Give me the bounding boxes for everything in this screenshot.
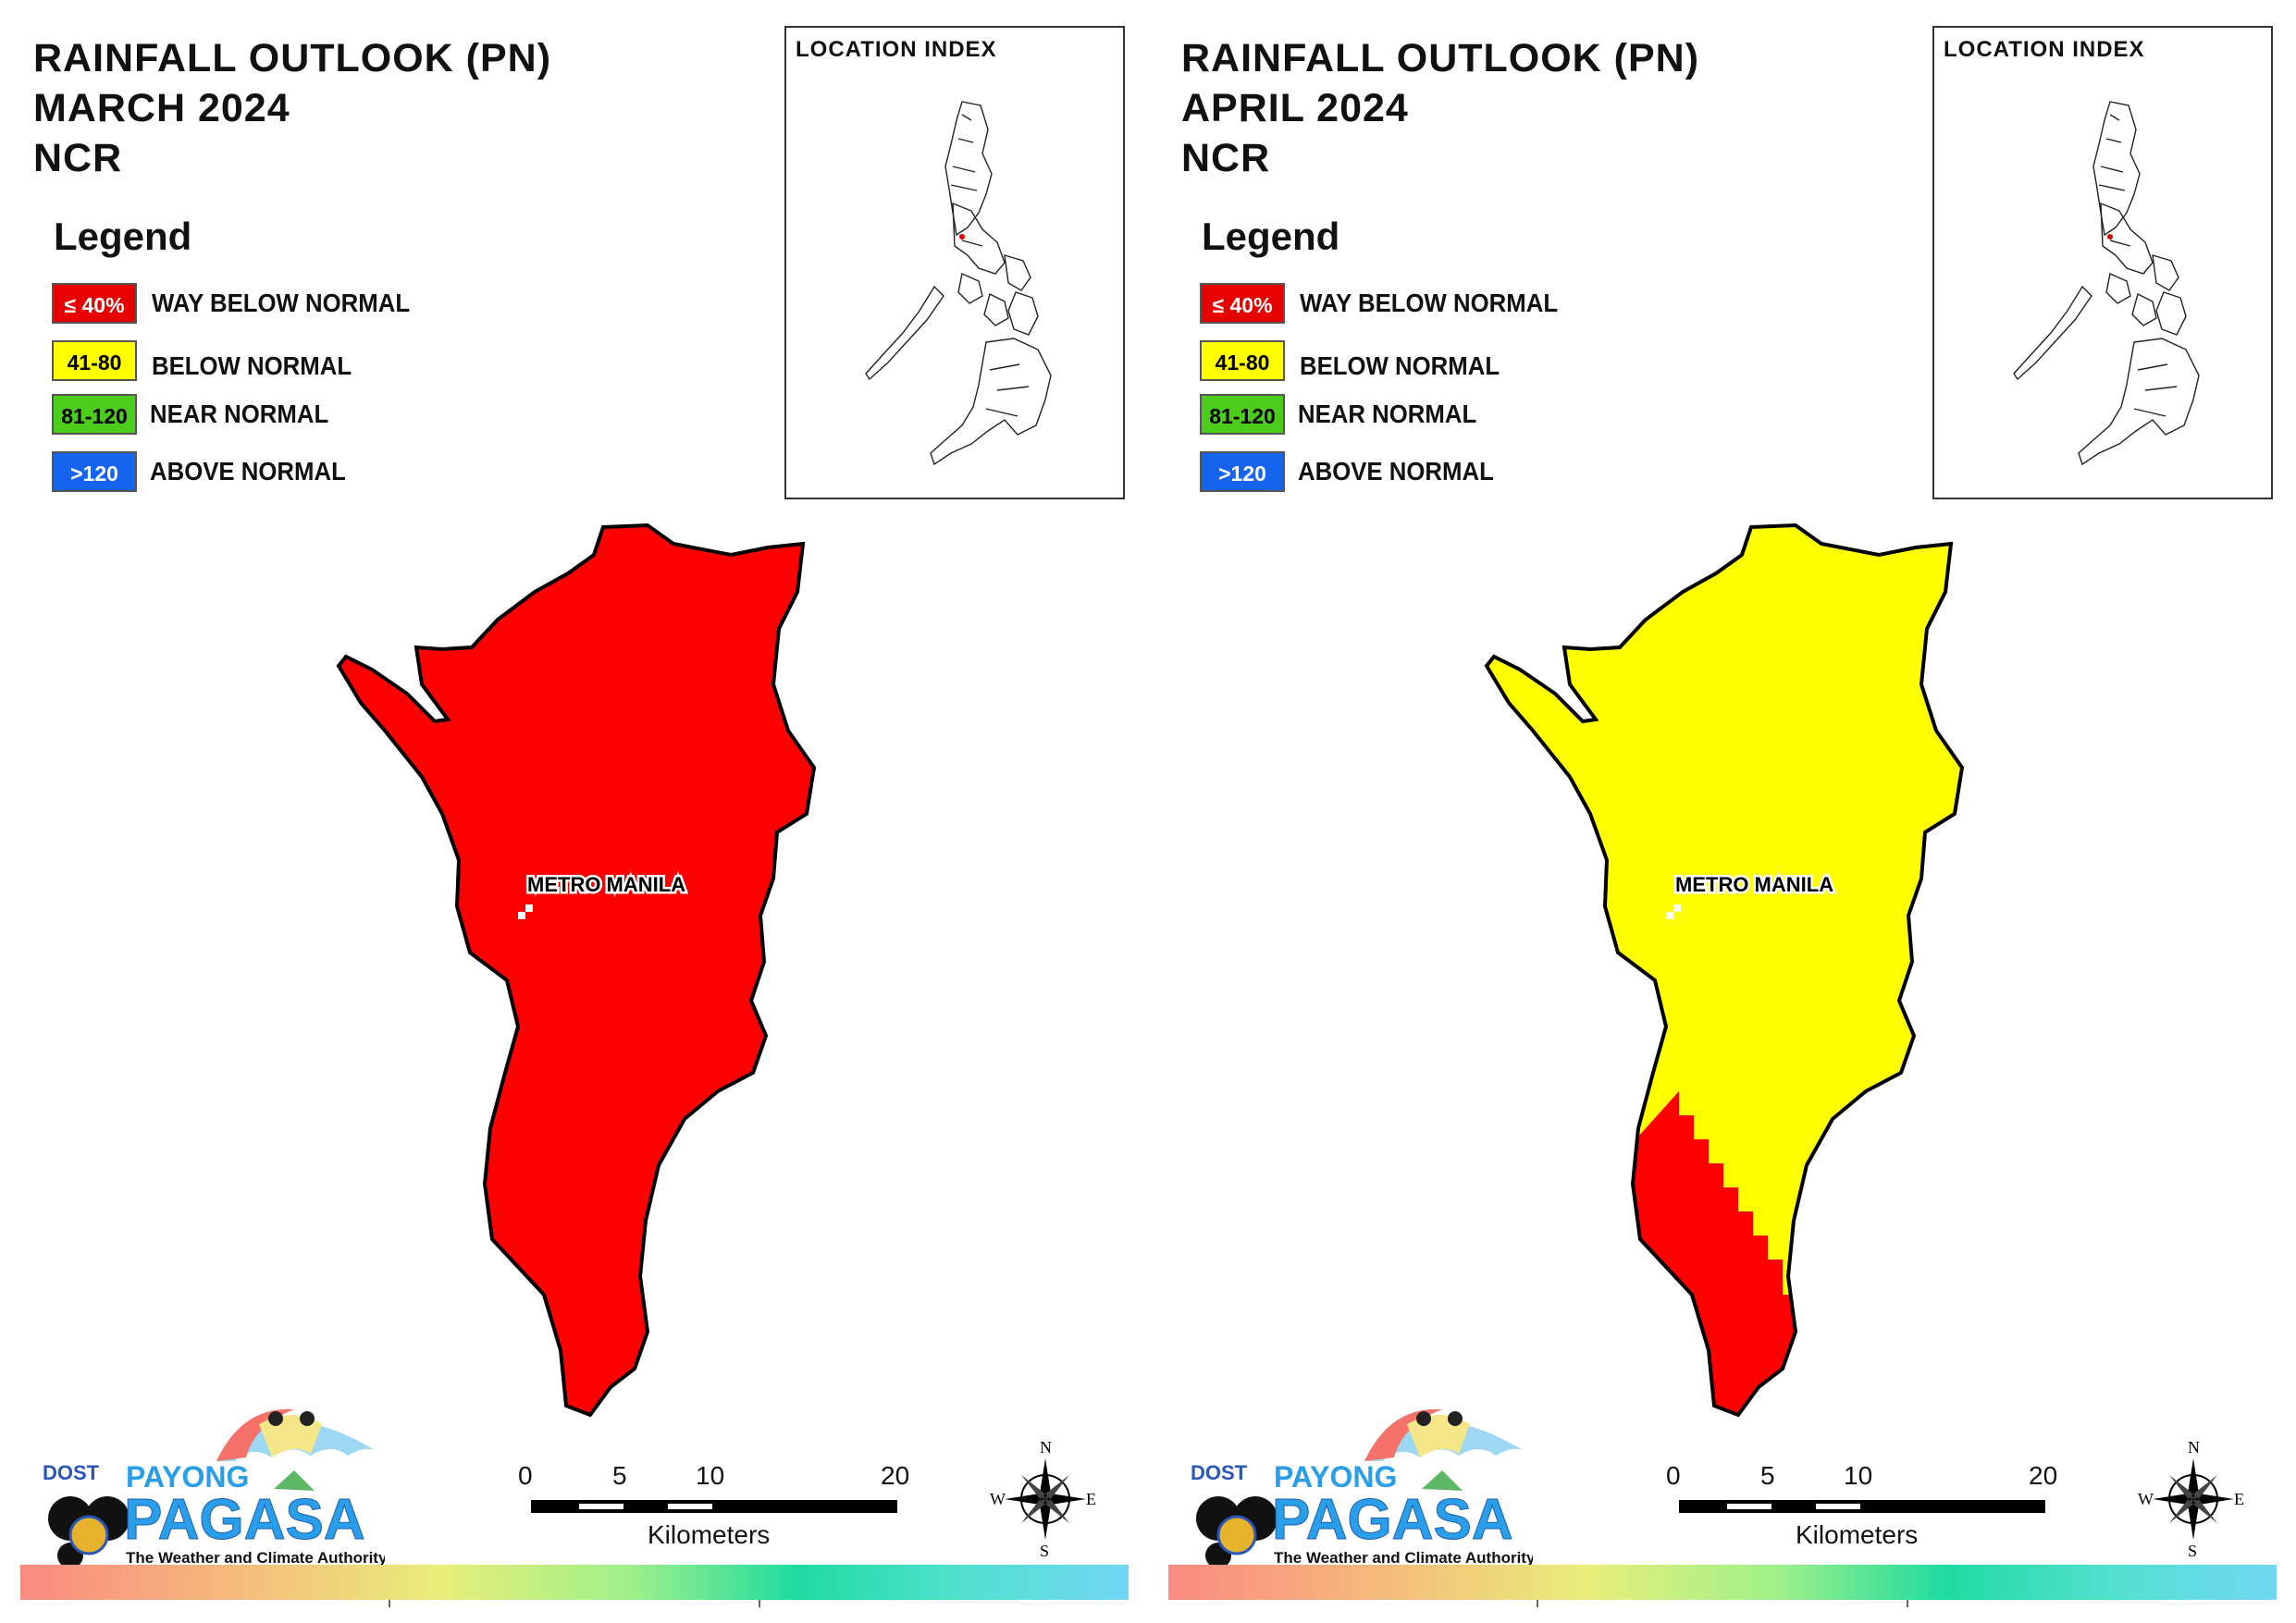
- legend-swatch: 41-80: [1200, 340, 1285, 381]
- ncr-region-shape: [1487, 525, 1962, 1415]
- pagasa-logo: DOST PAYONG PAGASA The Weather and Clima…: [33, 1387, 388, 1572]
- ncr-rainfall-map: METRO MANILA: [336, 523, 817, 1418]
- legend-label: NEAR NORMAL: [150, 400, 329, 428]
- scale-bar: 0 5 10 20 Kilometers: [1666, 1461, 2073, 1563]
- pixel-gap: [1673, 904, 1681, 912]
- scale-bar-graphic: [1679, 1500, 2045, 1513]
- legend-swatch: ≤ 40%: [1200, 283, 1285, 324]
- location-index-title: LOCATION INDEX: [796, 37, 997, 62]
- compass-w: W: [990, 1490, 1006, 1508]
- scale-tick-label: 0: [518, 1461, 533, 1490]
- legend-label: BELOW NORMAL: [152, 351, 352, 380]
- compass-rose-icon: N S E W: [990, 1438, 1101, 1560]
- compass-w: W: [2138, 1490, 2154, 1508]
- ncr-rainfall-map: METRO MANILA: [1484, 523, 1965, 1418]
- map-label-metro-manila: METRO MANILA: [1675, 873, 1833, 896]
- scale-tick-label: 5: [1760, 1461, 1775, 1490]
- scale-tick-label: 20: [2029, 1461, 2058, 1490]
- legend-title: Legend: [54, 215, 192, 258]
- philippines-outline-map: [2013, 101, 2200, 466]
- legend-label: BELOW NORMAL: [1300, 351, 1500, 380]
- title-line-1: RAINFALL OUTLOOK (PN): [1181, 36, 1700, 80]
- location-index-box: LOCATION INDEX: [784, 26, 1125, 499]
- scale-unit: Kilometers: [1796, 1520, 1919, 1549]
- logo-pagasa: PAGASA: [1272, 1488, 1513, 1552]
- gradient-tick: [1537, 1600, 1538, 1607]
- compass-s: S: [2188, 1542, 2197, 1558]
- ncr-region-outline: [1484, 523, 1965, 1418]
- legend-swatch: >120: [52, 451, 137, 492]
- gradient-tick: [389, 1600, 390, 1607]
- legend-swatch: 81-120: [1200, 394, 1285, 435]
- scale-unit: Kilometers: [648, 1520, 771, 1549]
- legend-label: ABOVE NORMAL: [1298, 457, 1494, 486]
- compass-n: N: [1040, 1438, 1052, 1457]
- legend-swatch: >120: [1200, 451, 1285, 492]
- logo-payong: PAYONG: [1274, 1460, 1397, 1494]
- gradient-tick: [1907, 1600, 1908, 1607]
- title-line-3: NCR: [33, 136, 123, 180]
- legend-label: WAY BELOW NORMAL: [152, 289, 411, 317]
- compass-n: N: [2188, 1438, 2200, 1457]
- compass-graphic: N S E W: [990, 1438, 1096, 1560]
- panel-title: RAINFALL OUTLOOK (PN) MARCH 2024 NCR: [33, 33, 551, 183]
- logo-graphic: DOST PAYONG PAGASA The Weather and Clima…: [43, 1408, 388, 1568]
- gradient-tick: [759, 1600, 760, 1607]
- logo-dost: DOST: [1191, 1461, 1248, 1484]
- legend-label: NEAR NORMAL: [1298, 400, 1477, 428]
- logo-tagline: The Weather and Climate Authority: [126, 1549, 385, 1567]
- scale-bar-graphic: [531, 1500, 897, 1513]
- footer-gradient-bar: [20, 1565, 1129, 1607]
- panel-march: RAINFALL OUTLOOK (PN) MARCH 2024 NCR Leg…: [20, 26, 1129, 1607]
- compass-e: E: [2234, 1490, 2244, 1508]
- logo-graphic: DOST PAYONG PAGASA The Weather and Clima…: [1191, 1408, 1536, 1568]
- legend-swatch: 81-120: [52, 394, 137, 435]
- ncr-marker: [959, 234, 965, 240]
- title-line-3: NCR: [1181, 136, 1271, 180]
- logo-dost: DOST: [43, 1461, 100, 1484]
- scale-tick-label: 5: [612, 1461, 627, 1490]
- legend-title: Legend: [1202, 215, 1340, 258]
- logo-pagasa: PAGASA: [124, 1488, 365, 1552]
- compass-graphic: N S E W: [2138, 1438, 2244, 1560]
- title-line-2: MARCH 2024: [33, 86, 290, 130]
- scale-bar: 0 5 10 20 Kilometers: [518, 1461, 925, 1563]
- scale-tick-label: 20: [881, 1461, 910, 1490]
- map-label-metro-manila: METRO MANILA: [527, 873, 685, 896]
- philippines-outline-map: [865, 101, 1052, 466]
- location-index-box: LOCATION INDEX: [1932, 26, 2273, 499]
- ncr-region-shape: [336, 523, 817, 1418]
- pixel-gap: [1666, 912, 1673, 919]
- scale-tick-label: 10: [1844, 1461, 1873, 1490]
- pagasa-logo: DOST PAYONG PAGASA The Weather and Clima…: [1181, 1387, 1536, 1572]
- scale-tick-label: 0: [1666, 1461, 1681, 1490]
- compass-s: S: [1040, 1542, 1049, 1558]
- compass-rose-icon: N S E W: [2138, 1438, 2249, 1560]
- legend-label: ABOVE NORMAL: [150, 457, 346, 486]
- scale-tick-label: 10: [696, 1461, 725, 1490]
- footer-gradient-bar: [1168, 1565, 2277, 1607]
- ncr-marker: [2107, 234, 2113, 240]
- panel-title: RAINFALL OUTLOOK (PN) APRIL 2024 NCR: [1181, 33, 1699, 183]
- pixel-gap: [518, 912, 525, 919]
- title-line-2: APRIL 2024: [1181, 86, 1409, 130]
- legend-swatch: 41-80: [52, 340, 137, 381]
- legend-label: WAY BELOW NORMAL: [1300, 289, 1559, 317]
- compass-e: E: [1086, 1490, 1096, 1508]
- title-line-1: RAINFALL OUTLOOK (PN): [33, 36, 552, 80]
- pixel-gap: [525, 904, 533, 912]
- panel-april: RAINFALL OUTLOOK (PN) APRIL 2024 NCR Leg…: [1148, 0, 2296, 1623]
- logo-tagline: The Weather and Climate Authority: [1274, 1549, 1533, 1567]
- logo-payong: PAYONG: [126, 1460, 249, 1494]
- legend-swatch: ≤ 40%: [52, 283, 137, 324]
- location-index-title: LOCATION INDEX: [1944, 37, 2145, 62]
